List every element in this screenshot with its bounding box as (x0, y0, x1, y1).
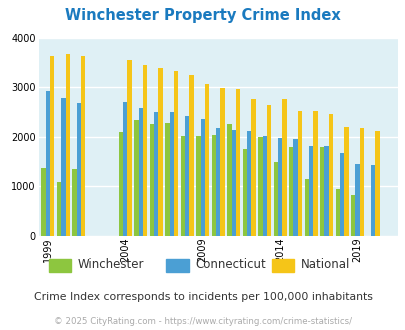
Bar (242, 149, 246, 236)
Bar (227, 124, 231, 236)
Bar (119, 132, 123, 236)
Bar (246, 130, 251, 236)
Bar (123, 102, 127, 236)
Bar (262, 137, 266, 236)
Bar (343, 127, 348, 236)
Bar (46, 91, 50, 236)
Bar (313, 111, 317, 236)
Bar (374, 131, 379, 236)
Bar (288, 147, 293, 236)
Bar (304, 179, 308, 236)
Bar (127, 60, 132, 236)
Bar (72, 169, 77, 236)
Bar (134, 120, 138, 236)
Text: National: National (300, 258, 349, 272)
Bar (350, 195, 354, 236)
Bar (231, 129, 235, 236)
Bar (158, 68, 162, 236)
Bar (324, 147, 328, 236)
Bar (328, 114, 333, 236)
Bar (165, 123, 169, 236)
Bar (354, 164, 359, 236)
Bar (297, 111, 301, 236)
Bar (57, 182, 61, 236)
Text: Winchester Property Crime Index: Winchester Property Crime Index (65, 8, 340, 23)
Text: © 2025 CityRating.com - https://www.cityrating.com/crime-statistics/: © 2025 CityRating.com - https://www.city… (54, 317, 351, 326)
Bar (196, 136, 200, 236)
Bar (251, 99, 255, 236)
Bar (143, 65, 147, 236)
Bar (277, 139, 281, 236)
Bar (149, 124, 154, 236)
Bar (273, 162, 277, 236)
Bar (61, 98, 65, 236)
Bar (335, 189, 339, 236)
Bar (138, 108, 143, 236)
Bar (235, 89, 240, 236)
Bar (308, 146, 313, 236)
Text: Connecticut: Connecticut (194, 258, 265, 272)
Text: Crime Index corresponds to incidents per 100,000 inhabitants: Crime Index corresponds to incidents per… (34, 292, 371, 302)
Text: Winchester: Winchester (77, 258, 143, 272)
Bar (81, 56, 85, 236)
Bar (173, 71, 178, 236)
Bar (50, 56, 54, 236)
Bar (320, 147, 324, 236)
Bar (266, 105, 271, 236)
Bar (370, 165, 374, 236)
Bar (154, 112, 158, 236)
Bar (281, 99, 286, 236)
Bar (200, 118, 205, 236)
Bar (359, 128, 363, 236)
Bar (293, 139, 297, 236)
Bar (65, 54, 70, 236)
Bar (211, 135, 215, 236)
Bar (180, 136, 185, 236)
Bar (215, 128, 220, 236)
Bar (220, 88, 224, 236)
Bar (339, 153, 343, 236)
Bar (169, 112, 173, 236)
Bar (77, 103, 81, 236)
Bar (189, 75, 193, 236)
Bar (205, 84, 209, 236)
Bar (185, 116, 189, 236)
Bar (258, 137, 262, 236)
Bar (41, 168, 46, 236)
